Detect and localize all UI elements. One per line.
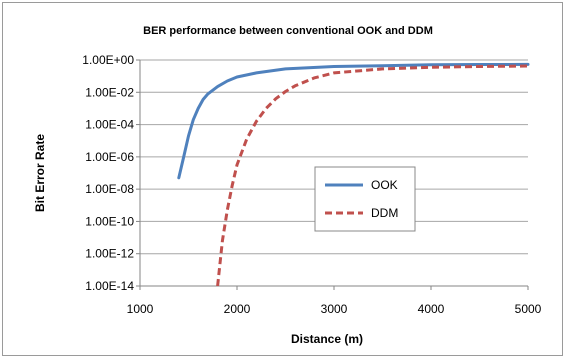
x-tick-label: 1000 [127,302,154,316]
x-tick-label: 5000 [515,302,542,316]
x-tick-label: 3000 [321,302,348,316]
legend-label-ook: OOK [371,178,398,192]
y-tick-label: 1.00E-08 [85,182,134,196]
legend-box [314,166,416,232]
y-tick-label: 1.00E-06 [85,150,134,164]
y-tick-label: 1.00E-04 [85,118,134,132]
series-line-ook [177,62,530,180]
y-tick-label: 1.00E+00 [82,53,134,67]
chart-svg: BER performance between conventional OOK… [33,25,542,346]
chart-title: BER performance between conventional OOK… [143,25,433,37]
legend: OOK DDM [314,166,416,232]
chart-frame: BER performance between conventional OOK… [2,2,563,356]
y-tick-label: 1.00E-02 [85,85,134,99]
x-axis-title: Distance (m) [291,332,363,346]
y-tick-label: 1.00E-12 [85,247,134,261]
x-tick-label: 2000 [224,302,251,316]
series-layer [177,62,530,287]
y-tick-label: 1.00E-10 [85,214,134,228]
x-axis: 1000 2000 3000 4000 5000 [127,285,542,316]
y-axis: 1.00E+00 1.00E-02 1.00E-04 1.00E-06 1.00E-08… [82,53,141,293]
series-line-ddm [216,64,529,287]
legend-label-ddm: DDM [371,206,398,220]
x-tick-label: 4000 [418,302,445,316]
y-axis-title: Bit Error Rate [33,134,47,212]
y-tick-label: 1.00E-14 [85,279,134,293]
